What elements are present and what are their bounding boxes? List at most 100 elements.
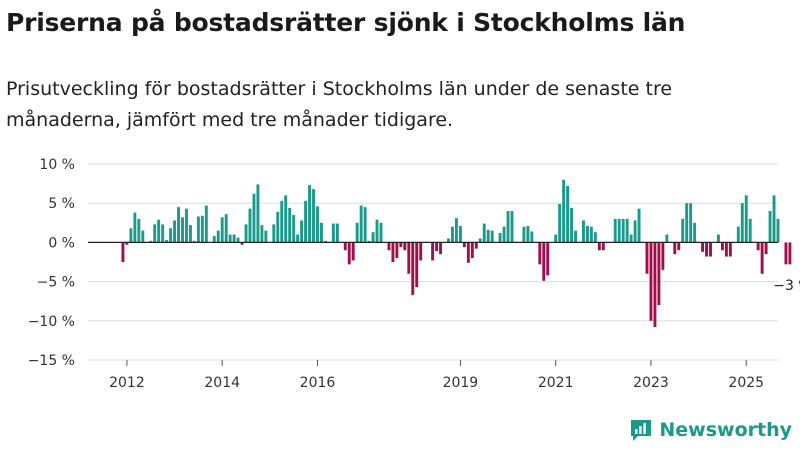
bar — [617, 218, 621, 243]
bar — [768, 211, 772, 243]
bar — [185, 208, 188, 243]
bar — [252, 193, 256, 243]
bar — [566, 185, 570, 243]
bar — [196, 216, 200, 243]
bar — [506, 211, 510, 243]
y-tick-label: 0 % — [48, 235, 75, 251]
bar — [554, 234, 558, 243]
newsworthy-logo-icon — [631, 420, 652, 441]
bar — [292, 214, 296, 243]
bar — [224, 214, 228, 243]
bar — [359, 205, 363, 243]
bar — [490, 230, 494, 243]
bar — [431, 242, 435, 261]
bar — [744, 195, 748, 243]
y-tick-label: 5 % — [48, 196, 75, 212]
bar — [347, 242, 351, 265]
bar — [141, 230, 145, 243]
bar — [316, 206, 319, 243]
bar — [367, 240, 371, 243]
bar — [582, 220, 585, 243]
y-tick-label: −10 % — [28, 314, 75, 330]
bar — [260, 225, 264, 243]
bar — [181, 217, 184, 243]
bar — [621, 218, 625, 243]
bar — [760, 242, 764, 274]
bar — [407, 242, 411, 274]
bar — [331, 223, 335, 243]
bar — [343, 242, 347, 251]
bar — [220, 217, 224, 243]
bar — [280, 200, 284, 243]
bar — [562, 179, 566, 243]
bar — [466, 242, 470, 263]
bar — [526, 225, 530, 243]
bar — [300, 220, 304, 243]
x-tick-label: 2021 — [538, 375, 574, 391]
bar — [593, 232, 597, 243]
bar — [665, 234, 669, 243]
bar — [264, 230, 268, 243]
bar — [192, 240, 196, 243]
bar — [169, 228, 173, 243]
bar — [129, 228, 133, 243]
bar — [133, 212, 137, 243]
x-tick-label: 2023 — [633, 375, 669, 391]
bar — [645, 242, 649, 274]
bar — [173, 220, 177, 243]
bar — [685, 203, 689, 243]
bar — [411, 242, 415, 295]
bar — [502, 226, 506, 243]
latest-value-annotation: −3 % — [773, 278, 800, 294]
bar — [709, 242, 712, 257]
bar — [391, 242, 395, 262]
bar — [188, 225, 192, 243]
newsworthy-logo-text: Newsworthy — [659, 419, 792, 441]
bar — [244, 224, 248, 243]
bar — [728, 242, 732, 257]
bar — [724, 242, 728, 257]
bar — [764, 242, 768, 255]
bar — [458, 225, 462, 243]
bar — [585, 225, 589, 243]
bar — [296, 234, 300, 243]
bar — [415, 242, 419, 288]
chart-subtitle: Prisutveckling för bostadsrätter i Stock… — [6, 78, 673, 131]
x-tick-label: 2012 — [109, 375, 145, 391]
bar — [736, 226, 740, 243]
x-tick-label: 2025 — [728, 375, 764, 391]
y-tick-label: −5 % — [37, 275, 75, 291]
bar — [395, 242, 399, 259]
bar — [236, 237, 240, 243]
bar — [589, 226, 593, 243]
bar — [705, 242, 708, 257]
bar — [204, 205, 208, 243]
bar — [228, 234, 232, 243]
bar — [558, 203, 562, 243]
bar — [776, 218, 780, 243]
bar — [574, 230, 577, 243]
bar — [633, 220, 637, 243]
bar — [403, 242, 407, 251]
bar — [613, 218, 617, 243]
bar — [701, 242, 705, 252]
bar — [363, 207, 367, 243]
bar — [601, 242, 605, 251]
bar — [740, 203, 744, 243]
bar — [308, 185, 311, 243]
bar — [272, 224, 276, 243]
bar — [451, 226, 454, 243]
bar — [248, 208, 252, 243]
newsworthy-logo: Newsworthy — [629, 418, 792, 442]
x-tick-label: 2016 — [300, 375, 336, 391]
bar — [542, 242, 546, 281]
bar — [570, 207, 574, 243]
bar — [375, 219, 379, 243]
bar — [470, 242, 474, 259]
x-tick-label: 2014 — [204, 375, 240, 391]
bar — [137, 218, 141, 243]
bar — [284, 195, 288, 243]
bar — [597, 242, 601, 251]
bar — [212, 236, 216, 243]
bar — [149, 240, 153, 243]
